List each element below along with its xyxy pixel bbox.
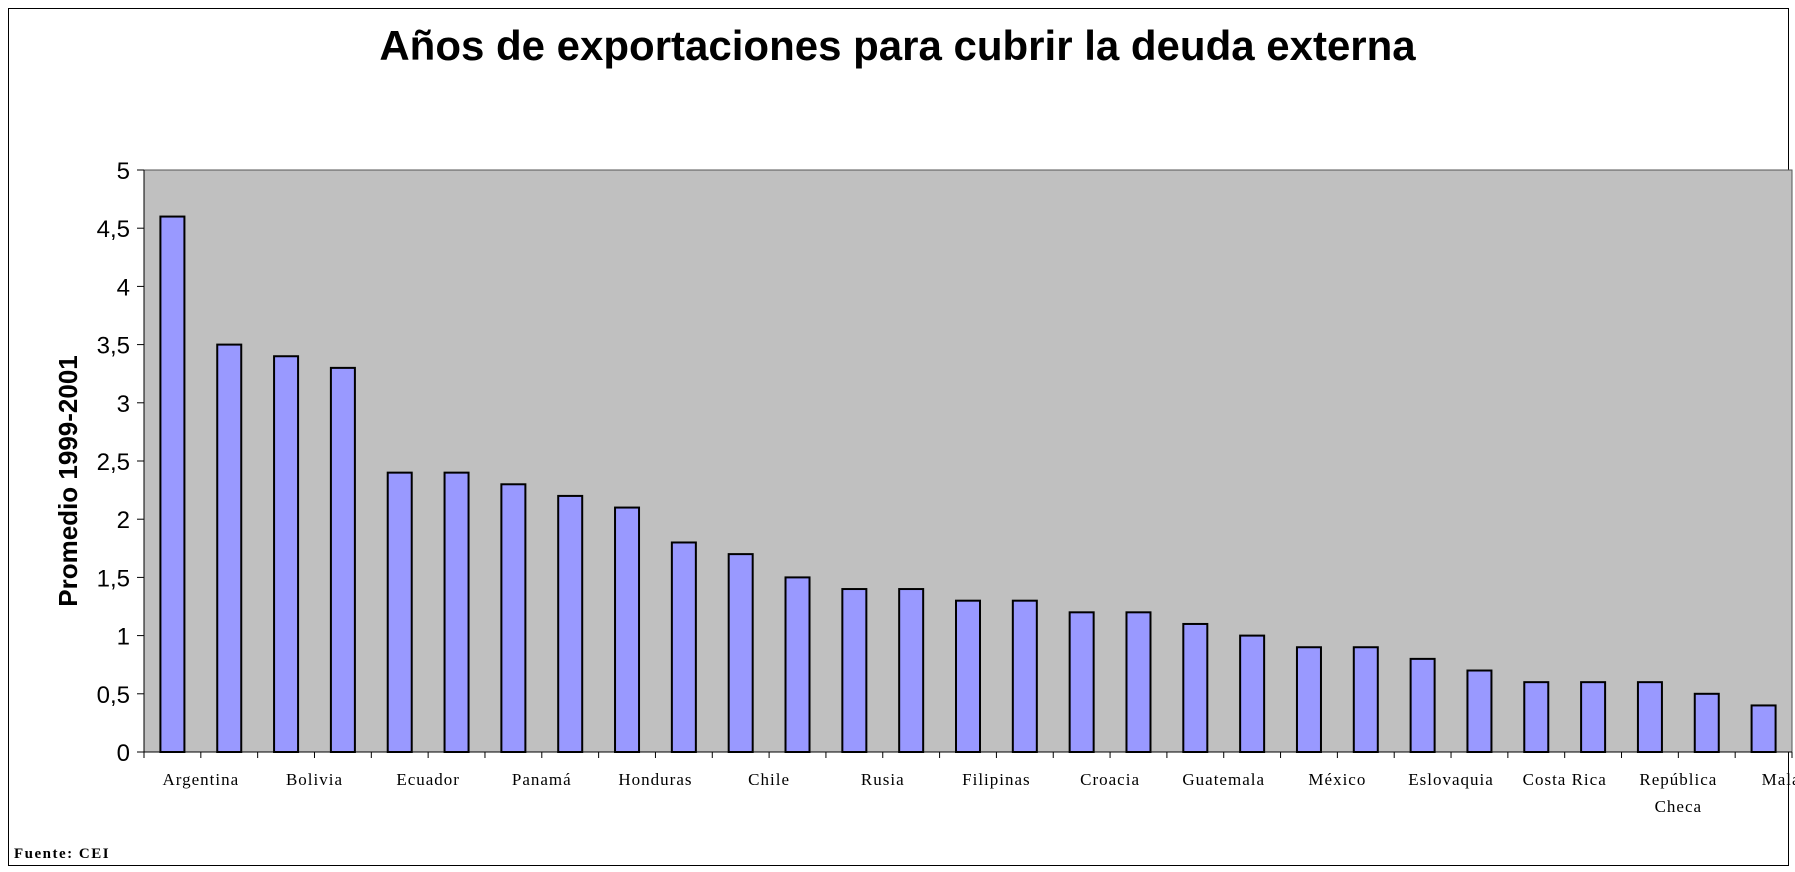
bar bbox=[329, 366, 356, 753]
bar bbox=[1466, 669, 1493, 754]
x-tick-label-line: Costa Rica bbox=[1523, 770, 1607, 789]
x-tick-label: Argentina bbox=[162, 770, 239, 789]
bar bbox=[1295, 646, 1322, 753]
bar bbox=[955, 599, 981, 753]
bar bbox=[841, 588, 868, 753]
x-tick-label-line: Ecuador bbox=[396, 770, 460, 789]
y-tick-label: 1 bbox=[117, 624, 130, 651]
x-tick-label-line: Malasia bbox=[1762, 770, 1795, 789]
bar bbox=[1239, 634, 1266, 753]
x-tick-label: Malasia bbox=[1762, 770, 1795, 789]
x-tick-label: México bbox=[1308, 770, 1366, 789]
y-axis-label: Promedio 1999-2001 bbox=[53, 355, 83, 606]
y-tick-label: 5 bbox=[117, 158, 130, 185]
bar bbox=[614, 506, 641, 753]
bar bbox=[1523, 681, 1550, 753]
y-tick-label: 4,5 bbox=[97, 216, 130, 243]
source-note: Fuente: CEI bbox=[14, 846, 111, 862]
bar bbox=[1636, 681, 1663, 753]
x-tick-label-line: Croacia bbox=[1080, 770, 1140, 789]
x-tick-label: Costa Rica bbox=[1523, 770, 1607, 789]
chart-title: Años de exportaciones para cubrir la deu… bbox=[379, 22, 1416, 69]
bar bbox=[500, 483, 527, 753]
x-tick-label-line: Rusia bbox=[861, 770, 905, 789]
y-tick-label: 2,5 bbox=[97, 449, 130, 476]
bar bbox=[1068, 611, 1095, 753]
x-tick-label: Panamá bbox=[512, 770, 572, 789]
bar bbox=[386, 471, 413, 753]
x-axis: Argentina Bolivia Ecuador Panamá Honduras Chi… bbox=[143, 751, 1795, 816]
bar bbox=[216, 343, 243, 753]
bar bbox=[159, 215, 186, 753]
x-tick-label-line: Chile bbox=[748, 770, 790, 789]
bar bbox=[1352, 646, 1379, 753]
x-tick-label: Bolivia bbox=[286, 770, 343, 789]
x-tick-label-line: Filipinas bbox=[962, 770, 1031, 789]
x-tick-label: Ecuador bbox=[396, 770, 460, 789]
bar bbox=[784, 576, 811, 754]
x-tick-label-line: Bolivia bbox=[286, 770, 343, 789]
x-tick-label: Croacia bbox=[1080, 770, 1140, 789]
bars bbox=[159, 215, 1777, 754]
bar bbox=[727, 553, 754, 753]
y-tick-label: 3,5 bbox=[97, 333, 130, 360]
bar bbox=[1125, 611, 1152, 753]
x-tick-label-line: México bbox=[1308, 770, 1366, 789]
y-tick-label: 1,5 bbox=[97, 565, 130, 592]
bar bbox=[898, 588, 925, 753]
x-tick-label-line: Panamá bbox=[512, 770, 572, 789]
x-tick-label-line: Checa bbox=[1655, 797, 1702, 816]
bar bbox=[1580, 681, 1607, 753]
y-tick-label: 4 bbox=[117, 274, 130, 301]
bar bbox=[1011, 599, 1038, 753]
x-tick-label-line: Eslovaquia bbox=[1408, 770, 1494, 789]
bar bbox=[273, 355, 300, 753]
y-tick-label: 0,5 bbox=[97, 682, 130, 709]
x-tick-label: Honduras bbox=[618, 770, 692, 789]
y-tick-label: 2 bbox=[117, 507, 130, 534]
y-tick-label: 0 bbox=[117, 740, 130, 767]
x-tick-label-line: Argentina bbox=[162, 770, 239, 789]
bar bbox=[1409, 657, 1436, 754]
y-tick-label: 3 bbox=[117, 391, 130, 418]
x-tick-label-line: República bbox=[1639, 770, 1717, 789]
x-tick-label-line: Honduras bbox=[618, 770, 692, 789]
y-axis: 0 0,5 1 1,5 2 2,5 3 3,5 4 4,5 5 bbox=[97, 158, 145, 767]
x-tick-label-line: Guatemala bbox=[1182, 770, 1265, 789]
bar bbox=[670, 541, 697, 753]
x-tick-label: Rusia bbox=[861, 770, 905, 789]
bar bbox=[1693, 692, 1720, 753]
bar bbox=[1750, 704, 1777, 754]
bar bbox=[443, 471, 470, 753]
x-tick-label: Chile bbox=[748, 770, 790, 789]
x-tick-label: República Checa bbox=[1639, 770, 1717, 816]
x-tick-label: Filipinas bbox=[962, 770, 1031, 789]
bar bbox=[1182, 622, 1209, 754]
x-tick-label: Eslovaquia bbox=[1408, 770, 1494, 789]
bar bbox=[557, 494, 584, 753]
x-tick-label: Guatemala bbox=[1182, 770, 1265, 789]
